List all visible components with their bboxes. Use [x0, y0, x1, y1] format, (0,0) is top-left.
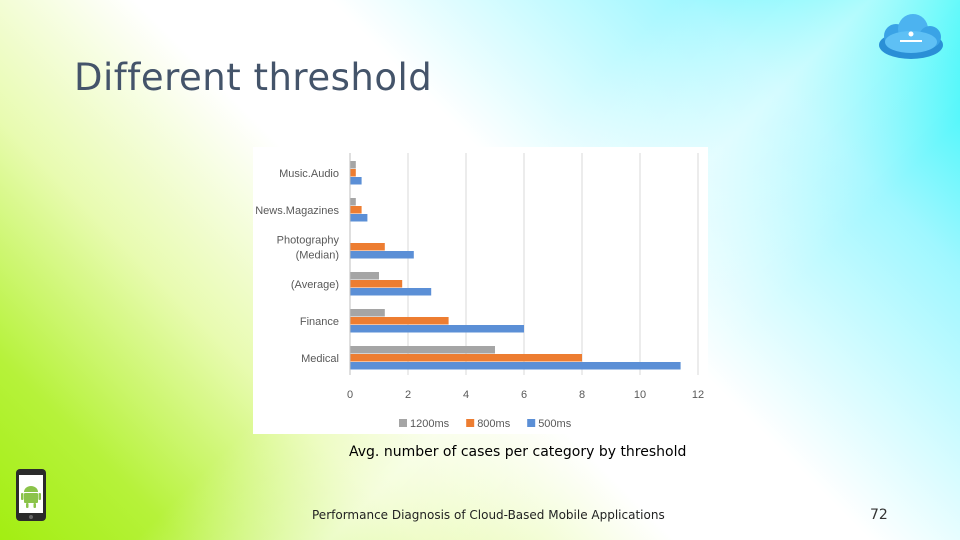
bar-500ms: [350, 362, 681, 370]
legend-swatch-1200ms: [399, 419, 407, 427]
cloud-logo-icon: [879, 14, 943, 59]
category-label: Music.Audio: [279, 168, 339, 180]
category-label: News.Magazines: [255, 205, 339, 217]
bar-800ms: [350, 354, 582, 362]
bar-1200ms: [350, 161, 356, 169]
bar-chart: 0 2 4 6 8 10 12 Music.Audio News.Magazines Photog…: [255, 153, 704, 430]
bar-800ms: [350, 206, 362, 214]
legend-swatch-800ms: [466, 419, 475, 427]
footer-text: Performance Diagnosis of Cloud-Based Mob…: [312, 508, 665, 522]
bar-500ms: [350, 251, 414, 259]
bar-800ms: [350, 169, 356, 177]
chart-caption: Avg. number of cases per category by thr…: [349, 444, 687, 460]
x-tick-label: 10: [634, 389, 646, 401]
android-phone-icon: [16, 469, 46, 521]
slide-title: Different threshold: [74, 56, 433, 99]
category-label: (Average): [291, 279, 339, 291]
category-label: Photography: [277, 235, 340, 247]
x-tick-label: 12: [692, 389, 704, 401]
bar-500ms: [350, 177, 362, 185]
legend-label: 500ms: [538, 418, 572, 430]
chart-image: 0 2 4 6 8 10 12 Music.Audio News.Magazines Photog…: [253, 147, 708, 434]
bar-1200ms: [350, 272, 379, 280]
x-tick-label: 2: [405, 389, 411, 401]
bar-800ms: [350, 280, 403, 288]
x-tick-label: 8: [579, 389, 585, 401]
category-label: Finance: [300, 316, 339, 328]
bar-800ms: [350, 317, 449, 325]
category-label: (Median): [296, 250, 339, 262]
bar-1200ms: [350, 198, 356, 206]
bar-800ms: [350, 243, 385, 251]
category-label: Medical: [301, 353, 339, 365]
x-tick-label: 0: [347, 389, 353, 401]
x-tick-label: 6: [521, 389, 527, 401]
legend-swatch-500ms: [527, 419, 536, 427]
bar-500ms: [350, 214, 368, 222]
bar-1200ms: [350, 309, 385, 317]
legend-label: 800ms: [477, 418, 511, 430]
x-tick-label: 4: [463, 389, 469, 401]
bar-1200ms: [350, 346, 495, 354]
bar-500ms: [350, 288, 432, 296]
bar-500ms: [350, 325, 524, 333]
legend-label: 1200ms: [410, 418, 450, 430]
page-number: 72: [870, 507, 888, 523]
